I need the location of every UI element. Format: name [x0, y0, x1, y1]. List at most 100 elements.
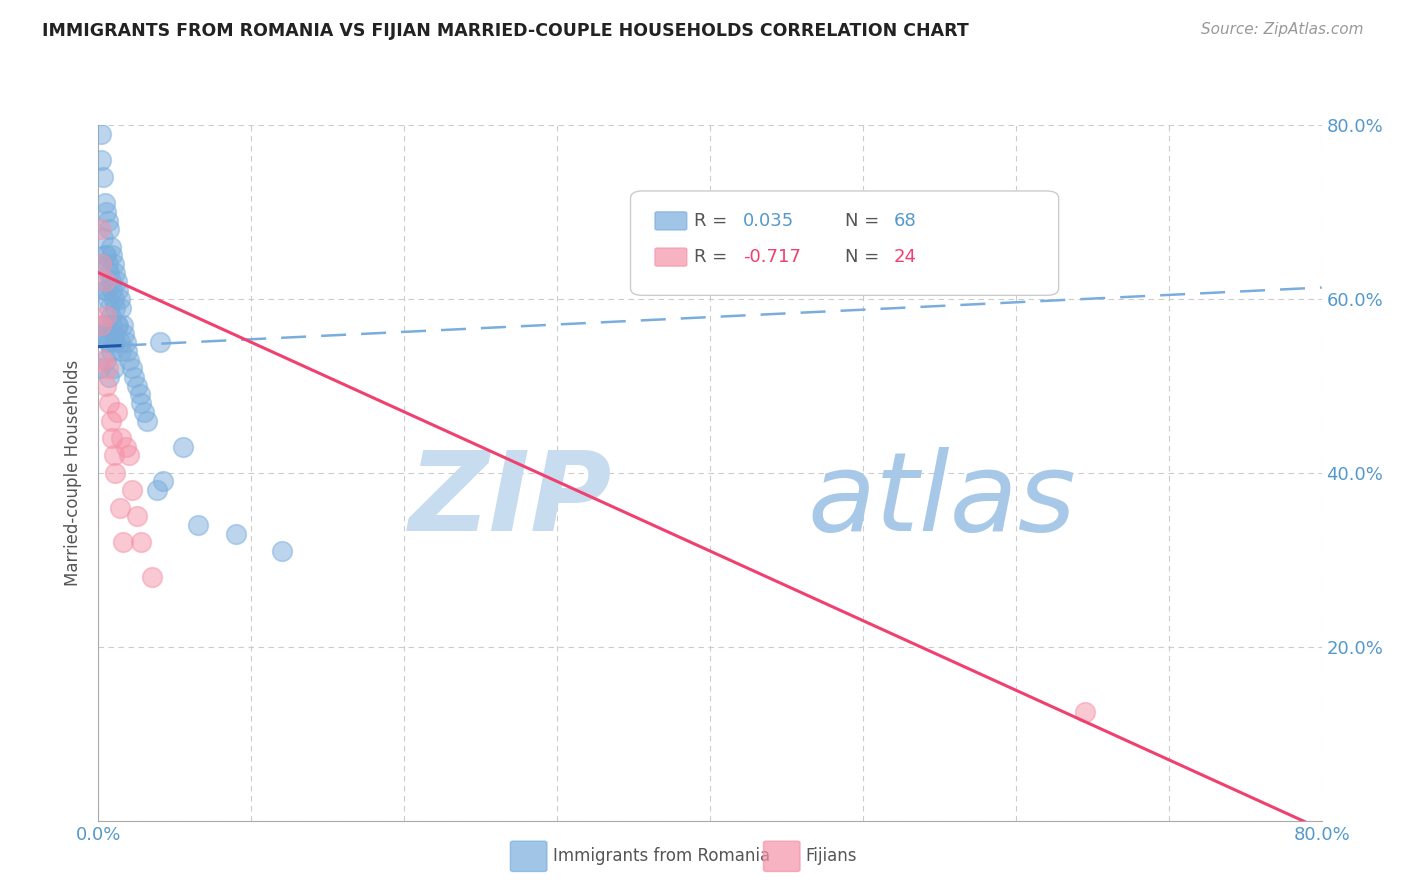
Point	[94, 352, 117, 367]
Point	[101, 248, 124, 262]
Text: atlas: atlas	[808, 447, 1077, 554]
Y-axis label: Married-couple Households: Married-couple Households	[65, 359, 83, 586]
Point	[110, 301, 132, 315]
Point	[91, 274, 114, 288]
Text: N =: N =	[845, 248, 884, 266]
Point	[225, 526, 247, 541]
Point	[94, 248, 117, 262]
Point	[111, 535, 134, 549]
Point	[172, 440, 194, 454]
Point	[128, 387, 150, 401]
Point	[98, 370, 121, 384]
Point	[141, 570, 163, 584]
Point	[121, 361, 143, 376]
Point	[136, 414, 159, 428]
Point	[111, 318, 134, 332]
Text: Immigrants from Romania: Immigrants from Romania	[553, 847, 769, 865]
Point	[110, 431, 132, 445]
FancyBboxPatch shape	[655, 248, 686, 266]
Text: 68: 68	[894, 212, 917, 230]
Point	[93, 196, 115, 211]
Point	[97, 361, 120, 376]
Point	[101, 283, 124, 297]
Point	[93, 283, 115, 297]
Point	[100, 414, 122, 428]
Point	[90, 153, 112, 167]
Point	[108, 292, 131, 306]
Point	[100, 239, 122, 253]
Point	[93, 274, 115, 288]
Text: IMMIGRANTS FROM ROMANIA VS FIJIAN MARRIED-COUPLE HOUSEHOLDS CORRELATION CHART: IMMIGRANTS FROM ROMANIA VS FIJIAN MARRIE…	[42, 22, 969, 40]
Point	[98, 396, 121, 410]
Point	[98, 266, 121, 280]
Point	[91, 352, 114, 367]
Point	[97, 335, 120, 350]
Point	[152, 475, 174, 489]
Point	[125, 378, 148, 392]
Point	[97, 292, 120, 306]
Point	[91, 231, 114, 245]
Point	[108, 500, 131, 515]
Point	[94, 378, 117, 392]
Text: ZIP: ZIP	[409, 447, 612, 554]
Point	[104, 335, 127, 350]
Point	[105, 274, 128, 288]
Point	[104, 301, 127, 315]
Point	[90, 257, 112, 271]
Point	[149, 335, 172, 350]
Point	[100, 310, 122, 324]
Point	[89, 326, 111, 341]
Point	[89, 361, 111, 376]
Point	[103, 361, 125, 376]
Point	[103, 326, 125, 341]
Point	[187, 517, 209, 532]
Point	[91, 318, 114, 332]
Point	[270, 544, 292, 558]
Point	[107, 283, 129, 297]
Point	[97, 257, 120, 271]
Point	[107, 318, 129, 332]
Point	[105, 405, 128, 419]
Point	[129, 535, 152, 549]
Point	[98, 335, 121, 350]
Point	[100, 343, 122, 358]
Text: N =: N =	[845, 212, 884, 230]
Point	[112, 326, 135, 341]
Text: R =: R =	[695, 212, 733, 230]
Point	[94, 283, 117, 297]
Point	[90, 318, 112, 332]
Point	[90, 127, 112, 141]
Text: 0.035: 0.035	[742, 212, 794, 230]
Text: Fijians: Fijians	[806, 847, 858, 865]
Point	[115, 440, 138, 454]
Point	[103, 257, 125, 271]
Point	[121, 483, 143, 497]
Point	[145, 483, 167, 497]
Point	[108, 335, 131, 350]
Point	[105, 318, 128, 332]
Point	[94, 310, 117, 324]
FancyBboxPatch shape	[655, 212, 686, 230]
Point	[93, 326, 115, 341]
Point	[117, 343, 139, 358]
Point	[101, 318, 124, 332]
Point	[118, 352, 141, 367]
Point	[94, 318, 117, 332]
Point	[118, 448, 141, 462]
Point	[94, 205, 117, 219]
Text: 24: 24	[894, 248, 917, 266]
Point	[98, 301, 121, 315]
Point	[101, 431, 124, 445]
FancyBboxPatch shape	[630, 191, 1059, 295]
Point	[104, 266, 127, 280]
Point	[93, 248, 115, 262]
Text: R =: R =	[695, 248, 733, 266]
Point	[1073, 705, 1095, 719]
Point	[89, 222, 111, 236]
Point	[129, 396, 152, 410]
Point	[98, 222, 121, 236]
Point	[97, 213, 120, 227]
Point	[104, 466, 127, 480]
Point	[90, 257, 112, 271]
Point	[103, 448, 125, 462]
